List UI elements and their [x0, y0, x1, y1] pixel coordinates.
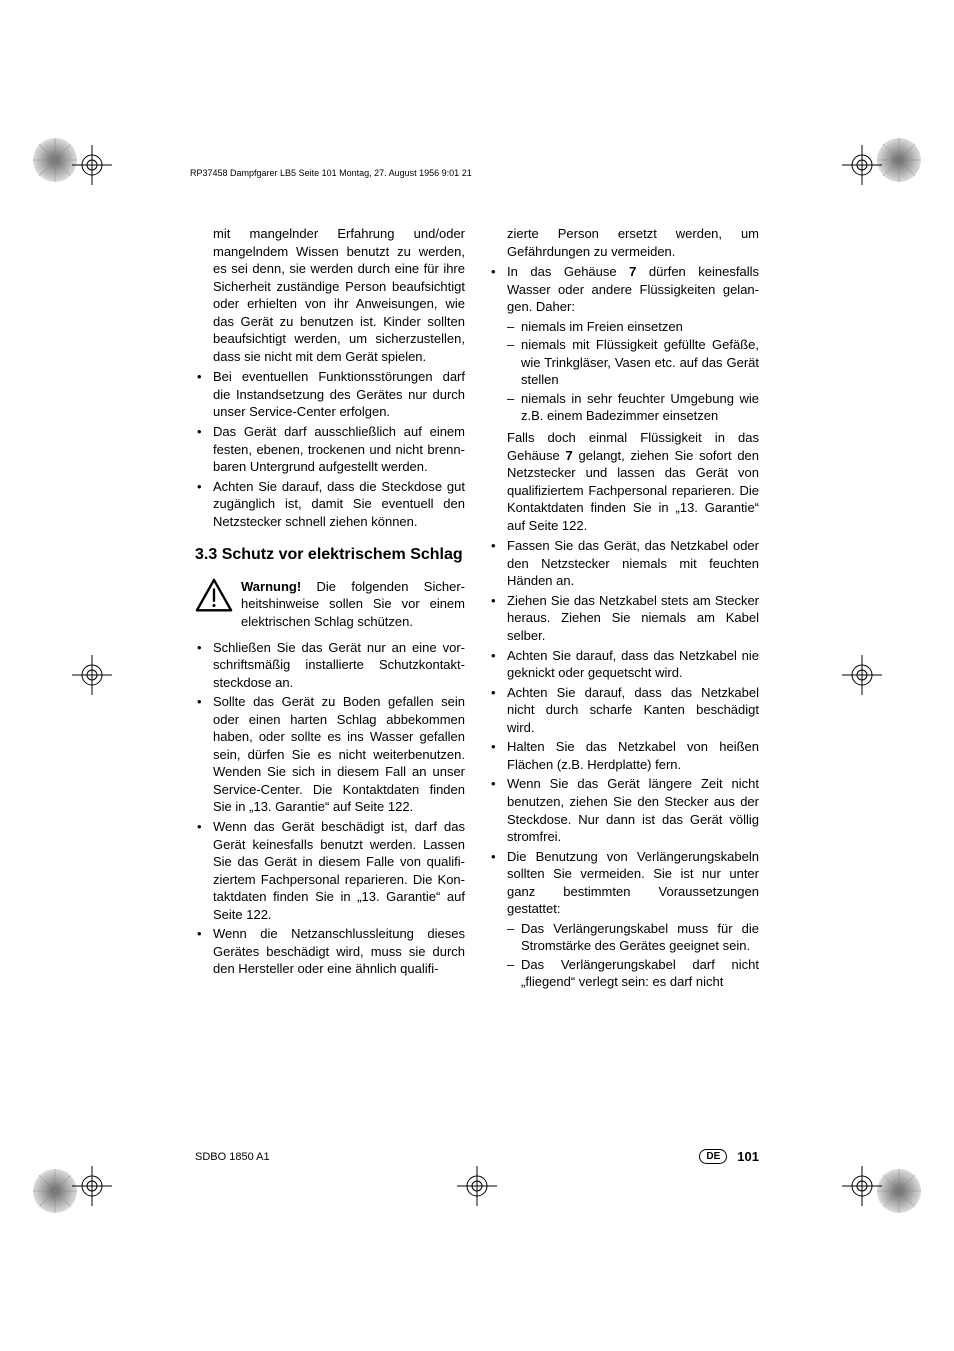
list-item: Fassen Sie das Gerät, das Netzkabel oder… [489, 537, 759, 590]
continuation-paragraph: zierte Person ersetzt werden, um Gefährd… [489, 225, 759, 260]
list-item: niemals mit Flüssigkeit gefüllte Gefäße,… [507, 336, 759, 389]
page-footer: SDBO 1850 A1 DE 101 [195, 1149, 759, 1164]
dash-list: niemals im Freien einsetzen niemals mit … [507, 318, 759, 425]
text-part: Die Benutzung von Verlängerungskabeln so… [507, 849, 759, 917]
list-item: Achten Sie darauf, dass das Netzkabel ni… [489, 647, 759, 682]
list-item: Wenn die Netzanschlussleitung dieses Ger… [195, 925, 465, 978]
warning-label: Warnung! [241, 579, 301, 594]
warning-icon [195, 578, 233, 612]
bullet-list: In das Gehäuse 7 dürfen keinesfalls Wass… [489, 263, 759, 425]
list-item: Wenn Sie das Gerät längere Zeit nicht be… [489, 775, 759, 845]
list-item: Das Gerät darf ausschließlich auf einem … [195, 423, 465, 476]
left-column: mit mangelnder Erfahrung und/oder mangel… [195, 225, 465, 1131]
model-number: SDBO 1850 A1 [195, 1151, 270, 1163]
registration-mark [72, 655, 112, 695]
registration-mark [842, 145, 882, 185]
registration-mark [72, 1166, 112, 1206]
list-item: Achten Sie darauf, dass die Steckdose gu… [195, 478, 465, 531]
text-part: In das Gehäuse [507, 264, 629, 279]
dash-list: Das Verlängerungskabel muss für die Stro… [507, 920, 759, 991]
print-header: RP37458 Dampfgarer LB5 Seite 101 Montag,… [190, 168, 472, 178]
bullet-list: Schließen Sie das Gerät nur an eine vor­… [195, 639, 465, 978]
list-item: niemals in sehr feuchter Umgebung wie z.… [507, 390, 759, 425]
page-number: 101 [737, 1149, 759, 1164]
registration-mark [842, 1166, 882, 1206]
page-content: mit mangelnder Erfahrung und/oder mangel… [195, 225, 759, 1131]
list-item: Sollte das Gerät zu Boden gefallen sein … [195, 693, 465, 816]
language-badge: DE [699, 1149, 727, 1164]
right-column: zierte Person ersetzt werden, um Gefährd… [489, 225, 759, 1131]
warning-block: Warnung! Die folgenden Sicher­heitshinwe… [195, 578, 465, 631]
warning-text: Warnung! Die folgenden Sicher­heitshinwe… [241, 578, 465, 631]
list-item: Wenn das Gerät beschädigt ist, darf das … [195, 818, 465, 923]
section-heading: 3.3 Schutz vor elektrischem Schlag [195, 544, 465, 566]
list-item: Das Verlängerungskabel muss für die Stro… [507, 920, 759, 955]
list-item: Das Verlängerungskabel darf nicht „flieg… [507, 956, 759, 991]
list-item: Bei eventuellen Funktionsstörungen darf … [195, 368, 465, 421]
registration-mark [842, 655, 882, 695]
list-item: Schließen Sie das Gerät nur an eine vor­… [195, 639, 465, 692]
list-item: Ziehen Sie das Netzkabel stets am Ste­ck… [489, 592, 759, 645]
bullet-list: Bei eventuellen Funktionsstörungen darf … [195, 368, 465, 530]
registration-mark [457, 1166, 497, 1206]
list-item: niemals im Freien einsetzen [507, 318, 759, 336]
ref-number: 7 [566, 448, 573, 463]
footer-right: DE 101 [699, 1149, 759, 1164]
list-item: Halten Sie das Netzkabel von heißen Fläc… [489, 738, 759, 773]
indent-paragraph: Falls doch einmal Flüssigkeit in das Geh… [489, 429, 759, 534]
intro-paragraph: mit mangelnder Erfahrung und/oder mangel… [195, 225, 465, 365]
bullet-list: Fassen Sie das Gerät, das Netzkabel oder… [489, 537, 759, 991]
list-item: Achten Sie darauf, dass das Netzkabel ni… [489, 684, 759, 737]
registration-mark [72, 145, 112, 185]
list-item: Die Benutzung von Verlängerungskabeln so… [489, 848, 759, 991]
list-item: In das Gehäuse 7 dürfen keinesfalls Wass… [489, 263, 759, 425]
